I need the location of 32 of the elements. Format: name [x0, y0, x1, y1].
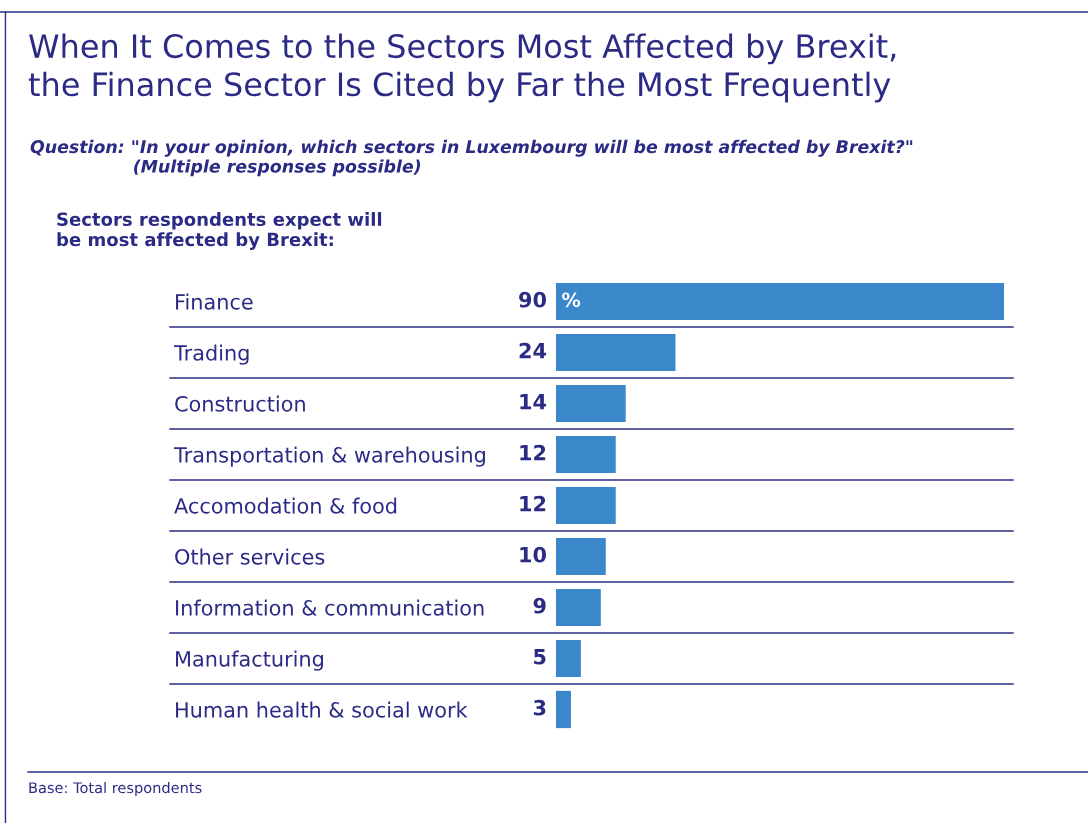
bar [556, 435, 616, 474]
y-tick-label: Human health & social work [176, 701, 468, 718]
data-label: 5 [534, 649, 546, 665]
bar [556, 486, 616, 525]
y-tick-label: Trading [173, 344, 249, 365]
bar [556, 282, 1004, 321]
chart-subtitle: Question: "In your opinion, which sectors in Luxembourg will be most affected by Brexit?" (Multiple responses possible) [30, 139, 913, 177]
bar [556, 333, 676, 372]
bar [556, 384, 626, 423]
y-tick-label: Information & communication [176, 599, 484, 616]
y-tick-label: Other services [175, 548, 325, 565]
y-tick-label: Accomodation & food [174, 497, 397, 514]
y-tick-label: Finance [176, 293, 253, 310]
bar [556, 639, 581, 678]
y-tick-label: Manufacturing [176, 650, 323, 671]
y-tick-label: Construction [175, 395, 305, 412]
data-label: 3 [533, 699, 546, 716]
data-label: 14 [520, 394, 547, 410]
data-label: 9 [533, 597, 546, 614]
data-label: 90 [519, 291, 546, 308]
annotation: % [562, 292, 581, 308]
data-label: 12 [520, 444, 546, 461]
data-label: 10 [520, 546, 546, 563]
data-label: 24 [519, 342, 547, 359]
chart-title: When It Comes to the Sectors Most Affected by Brexit, the Finance Sector Is Cited by Far the Most Frequently [28, 33, 896, 103]
y-tick-label: Transportation & warehousing [173, 446, 485, 467]
data-label: 12 [520, 495, 546, 512]
text: Base: Total respondents [29, 781, 202, 797]
y-axis-title: Sectors respondents expect will be most affected by Brexit: [57, 212, 382, 250]
bar [556, 690, 571, 729]
bar [556, 537, 606, 576]
bar [556, 588, 601, 627]
